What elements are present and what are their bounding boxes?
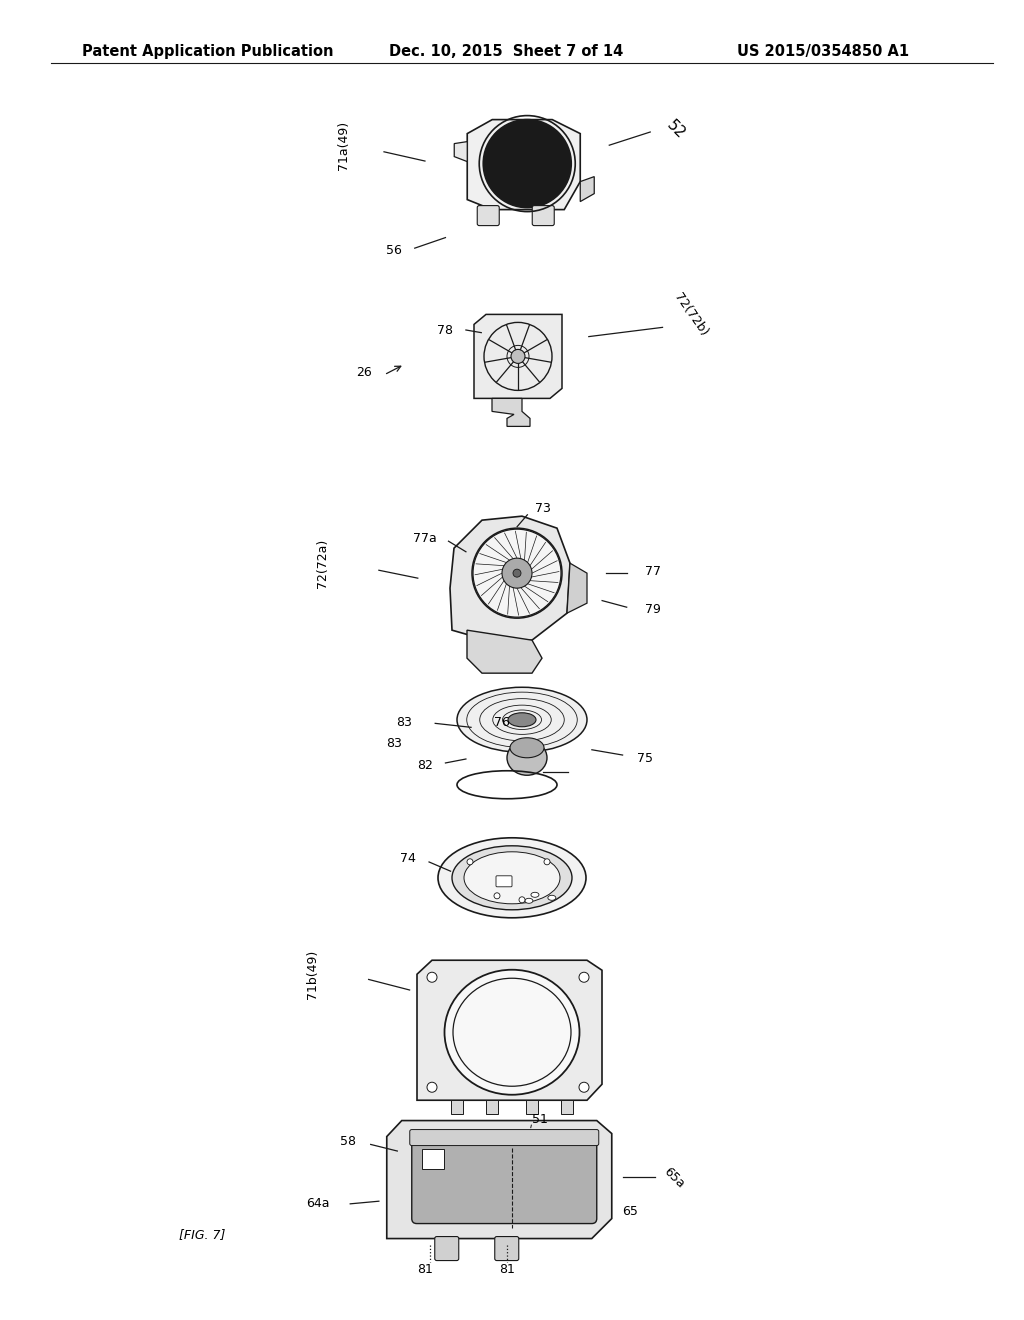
FancyBboxPatch shape (477, 206, 500, 226)
Text: 74: 74 (399, 851, 416, 865)
Text: Patent Application Publication: Patent Application Publication (82, 44, 334, 58)
Ellipse shape (472, 528, 562, 618)
Polygon shape (467, 120, 581, 210)
FancyBboxPatch shape (410, 1130, 599, 1146)
Text: 81: 81 (417, 1263, 433, 1276)
Text: 78: 78 (437, 323, 454, 337)
Ellipse shape (513, 569, 521, 577)
Text: 77: 77 (645, 565, 662, 578)
Text: 56: 56 (386, 244, 402, 257)
FancyBboxPatch shape (561, 1101, 573, 1114)
Text: 73: 73 (535, 502, 551, 515)
Polygon shape (567, 564, 587, 614)
Text: 83: 83 (396, 715, 413, 729)
Polygon shape (450, 516, 570, 640)
Circle shape (579, 973, 589, 982)
Text: [FIG. 7]: [FIG. 7] (179, 1228, 225, 1241)
FancyBboxPatch shape (412, 1131, 597, 1224)
Ellipse shape (452, 846, 572, 909)
Polygon shape (455, 141, 467, 161)
Polygon shape (492, 399, 530, 426)
FancyBboxPatch shape (496, 875, 512, 887)
Ellipse shape (507, 741, 547, 775)
Text: 72(72b): 72(72b) (672, 290, 711, 338)
Text: 51: 51 (531, 1113, 548, 1126)
FancyBboxPatch shape (451, 1101, 463, 1114)
Circle shape (427, 1082, 437, 1092)
FancyBboxPatch shape (532, 206, 554, 226)
FancyBboxPatch shape (422, 1148, 443, 1168)
Ellipse shape (464, 851, 560, 904)
FancyBboxPatch shape (435, 1237, 459, 1261)
Circle shape (579, 1082, 589, 1092)
Circle shape (427, 973, 437, 982)
Text: US 2015/0354850 A1: US 2015/0354850 A1 (737, 44, 909, 58)
Text: 72(72a): 72(72a) (316, 539, 329, 589)
Text: 64a: 64a (306, 1197, 329, 1210)
Circle shape (467, 859, 473, 865)
Text: 82: 82 (417, 759, 433, 772)
Ellipse shape (511, 350, 525, 363)
Ellipse shape (508, 713, 536, 727)
Text: 76: 76 (494, 715, 510, 729)
FancyBboxPatch shape (486, 1101, 498, 1114)
Circle shape (544, 859, 550, 865)
Text: 75: 75 (637, 752, 653, 766)
Text: 65a: 65a (660, 1164, 687, 1191)
Text: 58: 58 (340, 1135, 356, 1148)
Text: 83: 83 (386, 737, 402, 750)
Text: 81: 81 (499, 1263, 515, 1276)
Ellipse shape (502, 558, 532, 589)
Ellipse shape (548, 895, 556, 900)
Polygon shape (387, 1121, 611, 1238)
FancyBboxPatch shape (526, 1101, 538, 1114)
Ellipse shape (525, 899, 532, 903)
Text: 26: 26 (355, 366, 372, 379)
Text: 77a: 77a (413, 532, 437, 545)
Polygon shape (467, 630, 542, 673)
FancyBboxPatch shape (495, 1237, 519, 1261)
Ellipse shape (444, 970, 580, 1094)
Circle shape (494, 892, 500, 899)
Text: Dec. 10, 2015  Sheet 7 of 14: Dec. 10, 2015 Sheet 7 of 14 (389, 44, 624, 58)
Ellipse shape (530, 892, 539, 898)
Ellipse shape (510, 738, 544, 758)
Polygon shape (417, 960, 602, 1101)
Text: 65: 65 (622, 1205, 638, 1218)
Polygon shape (581, 177, 594, 202)
Ellipse shape (438, 838, 586, 917)
Text: 52: 52 (664, 117, 688, 141)
Text: 79: 79 (645, 603, 662, 616)
Circle shape (519, 896, 525, 903)
Ellipse shape (483, 120, 571, 207)
Text: 71a(49): 71a(49) (337, 120, 349, 170)
Polygon shape (474, 314, 562, 399)
Ellipse shape (457, 688, 587, 752)
Text: 71b(49): 71b(49) (306, 949, 318, 999)
